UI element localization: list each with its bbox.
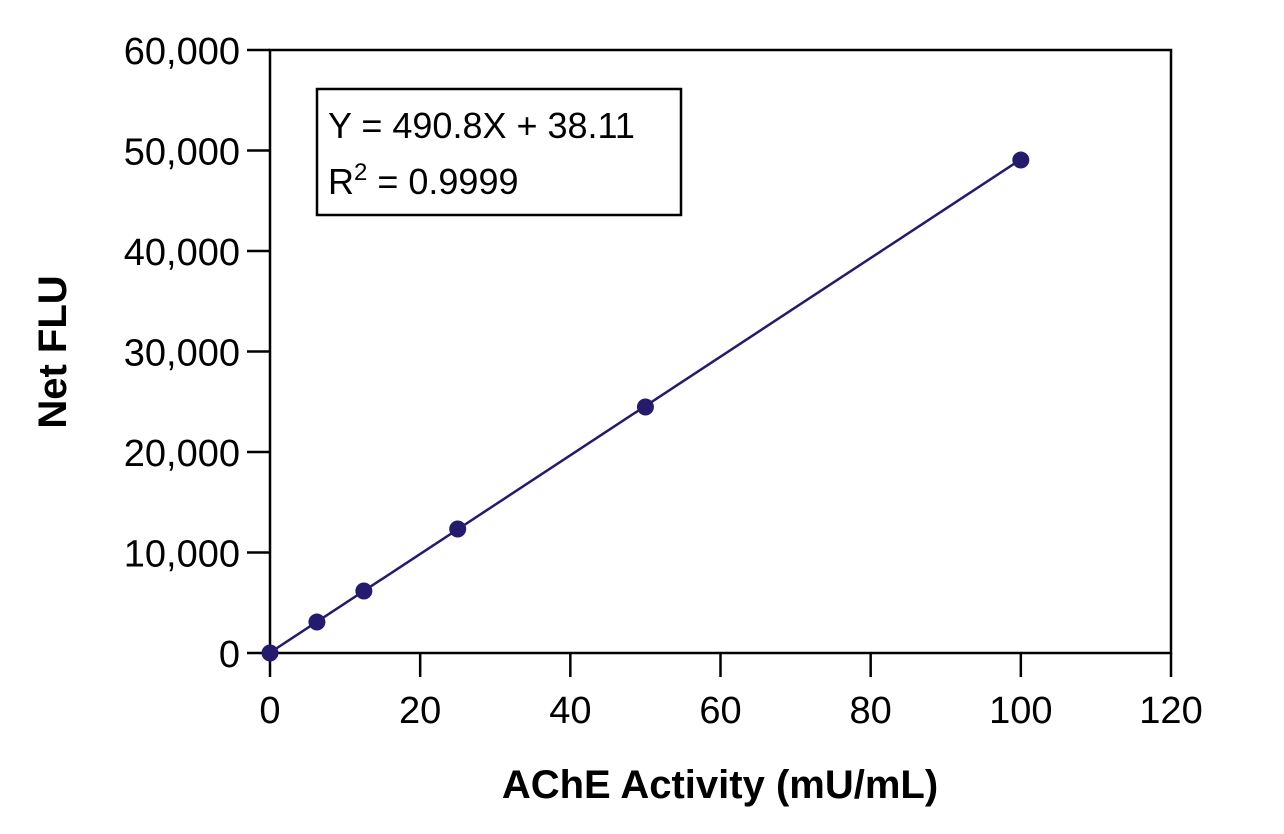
data-point — [308, 613, 326, 631]
y-axis-label: Net FLU — [31, 275, 75, 428]
y-tick-label: 60,000 — [124, 31, 240, 73]
legend-box: Y = 490.8X + 38.11 R2 = 0.9999 — [315, 87, 683, 217]
r-squared: R2 = 0.9999 — [328, 159, 519, 202]
x-tick-label: 120 — [1139, 690, 1202, 732]
x-tick-label: 100 — [989, 690, 1052, 732]
data-point — [1012, 151, 1030, 169]
data-point — [261, 644, 279, 662]
y-tick-label: 10,000 — [124, 534, 240, 576]
x-axis-label: AChE Activity (mU/mL) — [502, 763, 938, 807]
y-tick-label: 50,000 — [124, 132, 240, 174]
y-tick-label: 40,000 — [124, 232, 240, 274]
y-tick-label: 0 — [219, 634, 240, 676]
x-tick-label: 20 — [399, 690, 441, 732]
axis-ticks: 0 20 40 60 80 100 120 0 10,000 20,000 30,000 40,000… — [124, 31, 1203, 732]
x-tick-label: 60 — [699, 690, 741, 732]
data-marks — [261, 151, 1030, 662]
x-tick-label: 80 — [850, 690, 892, 732]
data-point — [355, 582, 373, 600]
x-tick-label: 0 — [259, 690, 280, 732]
data-point — [449, 520, 467, 538]
x-tick-label: 40 — [549, 690, 591, 732]
data-point — [636, 398, 654, 416]
y-tick-label: 30,000 — [124, 333, 240, 375]
y-tick-label: 20,000 — [124, 433, 240, 475]
fit-equation: Y = 490.8X + 38.11 — [328, 105, 635, 146]
